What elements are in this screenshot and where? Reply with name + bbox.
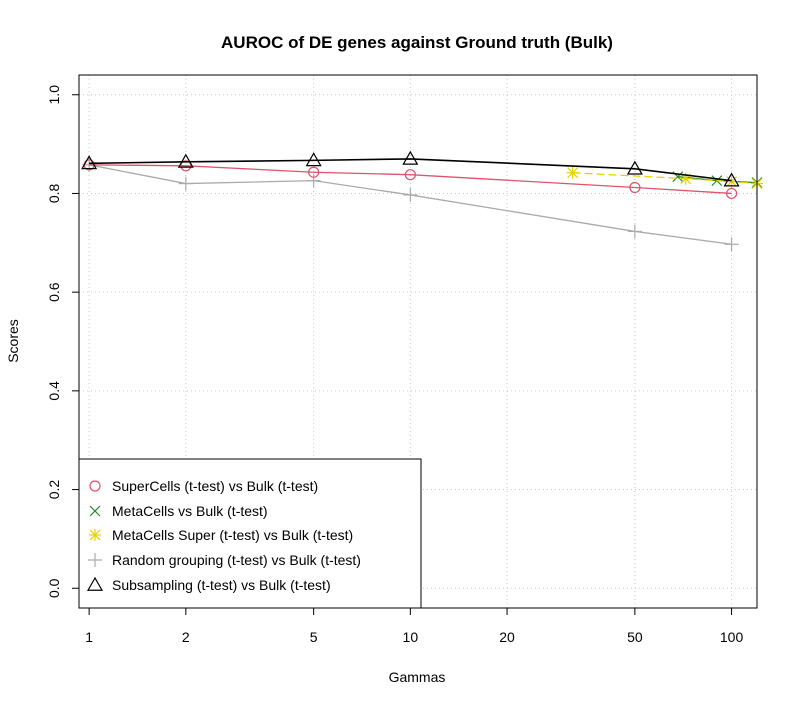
triangle-marker — [177, 153, 194, 168]
legend-label: SuperCells (t-test) vs Bulk (t-test) — [112, 478, 318, 494]
data-point — [629, 181, 641, 194]
legend-marker — [89, 480, 101, 492]
circle-marker — [404, 169, 416, 181]
x-tick-label: 10 — [403, 629, 419, 645]
series-layer — [81, 150, 763, 252]
legend-item: MetaCells Super (t-test) vs Bulk (t-test… — [89, 527, 353, 543]
data-point — [724, 237, 739, 252]
x-tick-label: 5 — [310, 629, 318, 645]
asterisk-marker-stroke — [567, 167, 579, 179]
triangle-marker — [402, 150, 419, 165]
data-point — [308, 166, 320, 178]
triangle-marker — [723, 172, 740, 187]
circle-marker — [89, 480, 101, 492]
data-point — [177, 153, 194, 168]
legend: SuperCells (t-test) vs Bulk (t-test) Meta… — [78, 458, 422, 609]
legend-item: Subsampling (t-test) vs Bulk (t-test) — [86, 576, 331, 593]
triangle-marker — [86, 576, 104, 591]
legend-marker — [88, 553, 102, 567]
x-marker-stroke — [89, 505, 101, 517]
series-line — [572, 172, 758, 185]
legend-item: MetaCells vs Bulk (t-test) — [89, 503, 268, 519]
series-4 — [81, 150, 740, 187]
data-point — [305, 152, 322, 167]
data-point — [403, 187, 418, 202]
y-tick-label: 0.4 — [46, 381, 62, 401]
y-tick-label: 1.0 — [46, 85, 62, 105]
y-axis: 0.0 0.2 0.4 0.6 0.8 1.0 — [46, 85, 80, 598]
y-axis-label: Scores — [5, 319, 21, 363]
asterisk-marker-stroke — [89, 529, 101, 541]
data-point — [404, 169, 416, 181]
data-point — [178, 176, 193, 191]
x-tick-label: 2 — [182, 629, 190, 645]
data-point — [627, 224, 642, 239]
triangle-marker — [305, 152, 322, 167]
legend-marker — [89, 529, 101, 541]
legend-marker — [86, 576, 104, 591]
circle-marker — [725, 187, 738, 200]
legend-label: MetaCells vs Bulk (t-test) — [112, 503, 268, 519]
data-point — [180, 160, 192, 172]
triangle-marker — [626, 160, 643, 175]
data-point — [626, 160, 643, 175]
data-point — [725, 187, 738, 200]
data-point — [723, 172, 740, 187]
data-point — [402, 150, 419, 165]
y-tick-label: 0.2 — [46, 480, 62, 500]
series-line — [89, 158, 732, 182]
x-tick-label: 100 — [720, 629, 744, 645]
data-point — [81, 155, 98, 170]
circle-marker — [180, 160, 192, 172]
chart-title: AUROC of DE genes against Ground truth (… — [221, 33, 613, 52]
series-line — [89, 164, 732, 245]
series-line — [89, 164, 732, 195]
legend-item: Random grouping (t-test) vs Bulk (t-test… — [88, 552, 361, 568]
legend-box — [78, 458, 422, 609]
y-tick-label: 0.6 — [46, 282, 62, 302]
data-point — [566, 166, 579, 179]
legend-label: MetaCells Super (t-test) vs Bulk (t-test… — [112, 527, 353, 543]
data-point — [306, 173, 321, 188]
legend-marker — [89, 505, 101, 517]
y-tick-label: 0.0 — [46, 578, 62, 598]
y-tick-label: 0.8 — [46, 184, 62, 204]
triangle-marker — [81, 155, 98, 170]
legend-item: SuperCells (t-test) vs Bulk (t-test) — [89, 478, 318, 494]
x-tick-label: 50 — [627, 629, 643, 645]
x-tick-label: 1 — [85, 629, 93, 645]
legend-label: Subsampling (t-test) vs Bulk (t-test) — [112, 577, 331, 593]
x-axis-label: Gammas — [389, 669, 446, 685]
circle-marker — [629, 181, 641, 194]
legend-label: Random grouping (t-test) vs Bulk (t-test… — [112, 552, 361, 568]
circle-marker — [308, 166, 320, 178]
x-tick-label: 20 — [499, 629, 515, 645]
